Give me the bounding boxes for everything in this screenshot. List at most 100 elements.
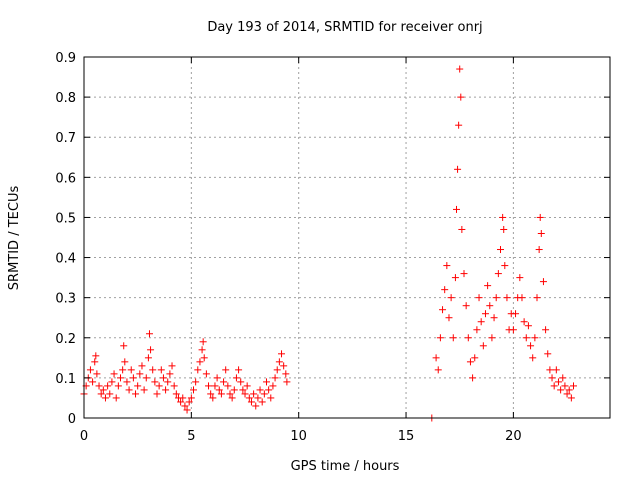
y-tick-label: 0.8 (55, 91, 76, 106)
data-point (490, 314, 498, 322)
data-point (536, 213, 544, 221)
data-point (499, 213, 507, 221)
data-point (516, 274, 524, 282)
data-point (544, 350, 552, 358)
data-point (179, 394, 187, 402)
data-point (95, 382, 103, 390)
y-tick-label: 0.5 (55, 211, 76, 226)
data-point (518, 294, 526, 302)
data-point (475, 294, 483, 302)
data-point (196, 358, 204, 366)
y-axis-label: SRMTID / TECUs (7, 186, 22, 291)
data-point (520, 318, 528, 326)
y-tick-label: 0.6 (55, 171, 76, 186)
data-point (488, 334, 496, 342)
x-tick-label: 10 (290, 429, 307, 444)
data-point (269, 382, 277, 390)
data-point (457, 93, 465, 101)
data-point (454, 165, 462, 173)
data-point (282, 370, 290, 378)
data-point (455, 121, 463, 129)
data-point (260, 390, 268, 398)
data-point (548, 374, 556, 382)
data-point (228, 394, 236, 402)
x-tick-label: 15 (398, 429, 415, 444)
data-point (471, 354, 479, 362)
data-point (230, 386, 238, 394)
data-point (239, 386, 247, 394)
data-point (258, 398, 266, 406)
data-point (531, 334, 539, 342)
x-tick-label: 0 (80, 429, 88, 444)
data-point (97, 390, 105, 398)
y-tick-label: 0 (68, 412, 76, 427)
data-point (554, 378, 562, 386)
data-point (447, 294, 455, 302)
data-point (110, 370, 118, 378)
plot-frame (83, 56, 611, 419)
data-point (559, 374, 567, 382)
data-point (280, 362, 288, 370)
data-point (213, 374, 221, 382)
y-tick-label: 0.1 (55, 372, 76, 387)
data-point (125, 386, 133, 394)
data-point (464, 334, 472, 342)
data-point (492, 294, 500, 302)
data-point (194, 366, 202, 374)
data-point (136, 370, 144, 378)
data-point (283, 378, 291, 386)
data-point (252, 402, 260, 410)
x-tick-label: 5 (187, 429, 195, 444)
data-point (142, 374, 150, 382)
x-tick-label: 20 (505, 429, 522, 444)
data-point (132, 390, 140, 398)
data-point (458, 225, 466, 233)
data-point (211, 382, 219, 390)
data-point (153, 390, 161, 398)
data-point (145, 330, 153, 338)
data-point (147, 346, 155, 354)
data-point (273, 366, 281, 374)
data-point (432, 354, 440, 362)
data-point (557, 386, 565, 394)
data-point (108, 378, 116, 386)
data-point (114, 382, 122, 390)
data-point (278, 350, 286, 358)
data-point (445, 314, 453, 322)
data-point (172, 390, 180, 398)
data-point (570, 382, 578, 390)
data-point (157, 366, 165, 374)
data-point (462, 302, 470, 310)
data-point (232, 374, 240, 382)
data-point (434, 366, 442, 374)
data-point (202, 370, 210, 378)
grid-layer (84, 57, 610, 418)
data-point (460, 270, 468, 278)
data-point (469, 374, 477, 382)
data-point (477, 318, 485, 326)
data-point (275, 358, 283, 366)
data-point (522, 334, 530, 342)
data-point (501, 262, 509, 270)
data-point (436, 334, 444, 342)
data-point (215, 386, 223, 394)
data-point (170, 382, 178, 390)
data-point (533, 294, 541, 302)
data-point (237, 378, 245, 386)
data-point (527, 342, 535, 350)
data-point (112, 394, 120, 402)
x-axis-label: GPS time / hours (291, 459, 400, 474)
data-point (241, 390, 249, 398)
data-point (542, 326, 550, 334)
data-point (177, 398, 185, 406)
data-point (552, 366, 560, 374)
data-point (220, 378, 228, 386)
data-point (181, 402, 189, 410)
data-point (245, 394, 253, 402)
data-point (254, 394, 262, 402)
data-point (91, 358, 99, 366)
data-point (250, 390, 258, 398)
data-point (524, 322, 532, 330)
data-point (267, 394, 275, 402)
